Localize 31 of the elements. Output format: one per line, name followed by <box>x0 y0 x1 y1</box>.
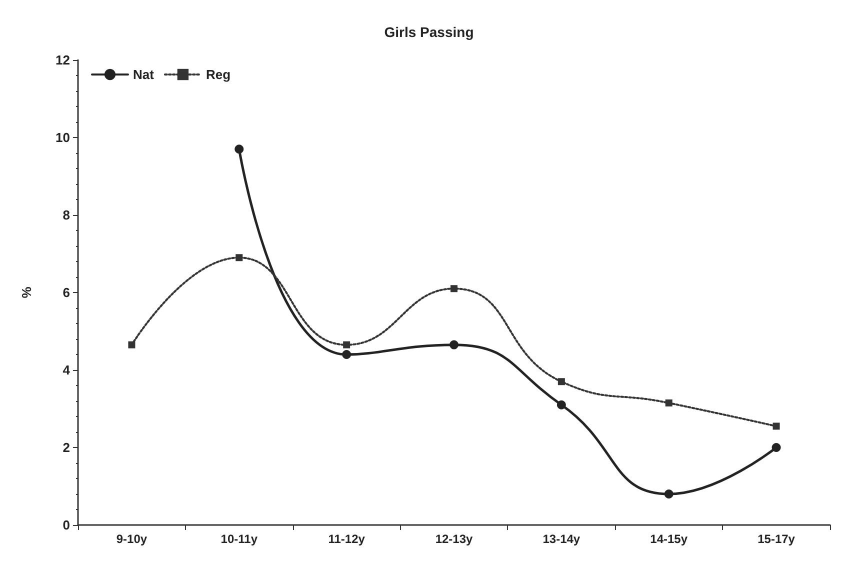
x-tick-label: 9-10y <box>116 532 148 546</box>
point <box>128 341 136 348</box>
point <box>772 422 780 430</box>
point <box>664 490 674 498</box>
point <box>236 254 243 262</box>
point <box>665 399 672 406</box>
point <box>772 443 781 452</box>
y-tick-label: 0 <box>62 518 70 532</box>
y-tick-label: 4 <box>62 362 71 378</box>
y-tick-label: 8 <box>62 208 70 222</box>
point <box>556 400 566 410</box>
x-tick-label: 12-13y <box>435 532 474 546</box>
legend-label: Nat <box>133 67 155 82</box>
point <box>558 378 565 386</box>
chart-title: Girls Passing <box>384 24 474 40</box>
point <box>343 341 350 348</box>
y-tick-label: 2 <box>62 440 70 455</box>
x-tick-label: 10-11y <box>220 532 258 546</box>
y-tick-label: 10 <box>56 130 70 145</box>
y-tick-label: 6 <box>62 285 70 300</box>
y-axis-title: % <box>19 286 34 298</box>
y-tick-label: 12 <box>56 52 70 68</box>
point <box>342 350 352 359</box>
x-tick-label: 14-15y <box>650 532 688 546</box>
point <box>450 285 458 292</box>
point <box>234 144 244 154</box>
point <box>450 340 458 350</box>
x-tick-label: 15-17y <box>758 532 796 546</box>
x-tick-label: 11-12y <box>328 532 366 546</box>
legend-label: Reg <box>206 67 231 82</box>
x-tick-label: 13-14y <box>542 532 580 546</box>
